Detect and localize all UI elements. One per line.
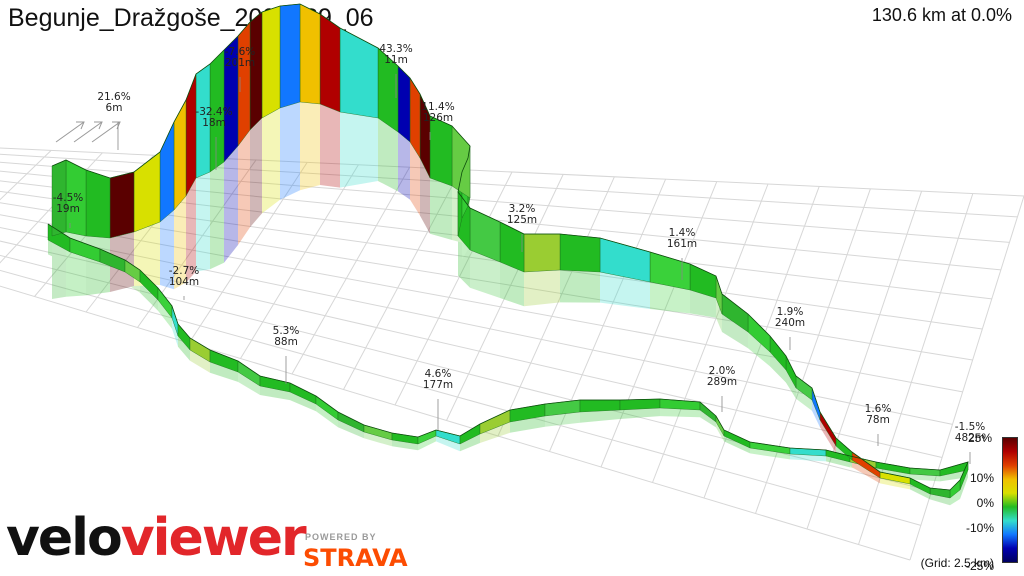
powered-by-text: POWERED BY [305,532,377,542]
segment-grade-label: 1.4% [669,227,696,239]
segment-distance-label: 104m [169,276,199,288]
segment-distance-label: 19m [56,203,80,215]
segment-grade-label: 1.6% [865,403,892,415]
segment-grade-label: 1.9% [777,306,804,318]
segment-grade-label: 2.0% [709,365,736,377]
segment-grade-label: -2.7% [169,265,199,277]
segment-distance-label: 88m [274,336,298,348]
veloviewer-logo[interactable]: veloviewer [6,508,307,568]
segment-grade-label: 43.3% [379,43,412,55]
gradient-colorbar [1002,437,1018,563]
segment-distance-label: 201m [225,57,255,69]
segment-grade-label: -32.4% [195,106,232,118]
segment-distance-label: 125m [507,214,537,226]
segment-distance-label: 289m [707,376,737,388]
route-elevation-wall [47,3,969,499]
direction-arrows [55,121,121,143]
segment-labels: 21.6%6m -32.4%18m-7.6%201m43.3%11m11.4%12… [53,43,985,464]
grid-scale-note: (Grid: 2.5 km) [920,556,994,570]
segment-grade-label: -1.5% [955,421,985,433]
strava-logo[interactable]: STRAVA [303,544,408,572]
segment-distance-label: 161m [667,238,697,250]
segment-grade-label: -7.6% [225,46,255,58]
segment-distance-label: 78m [866,414,890,426]
segment-distance-label: 126m [423,112,453,124]
segment-grade-label: 3.2% [509,203,536,215]
segment-grade-label: 21.6% [97,91,130,103]
segment-grade-label: 5.3% [273,325,300,337]
segment-grade-label: -4.5% [53,192,83,204]
segment-grade-label: 4.6% [425,368,452,380]
segment-distance-label: 18m [202,117,226,129]
segment-distance-label: 240m [775,317,805,329]
segment-distance-label: 482m [955,432,985,444]
segment-grade-label: 11.4% [421,101,454,113]
segment-distance-label: 6m [106,102,123,114]
distance-summary: 130.6 km at 0.0% [871,5,1012,25]
segment-distance-label: 177m [423,379,453,391]
segment-distance-label: 11m [384,54,408,66]
route-reflection [48,102,968,506]
